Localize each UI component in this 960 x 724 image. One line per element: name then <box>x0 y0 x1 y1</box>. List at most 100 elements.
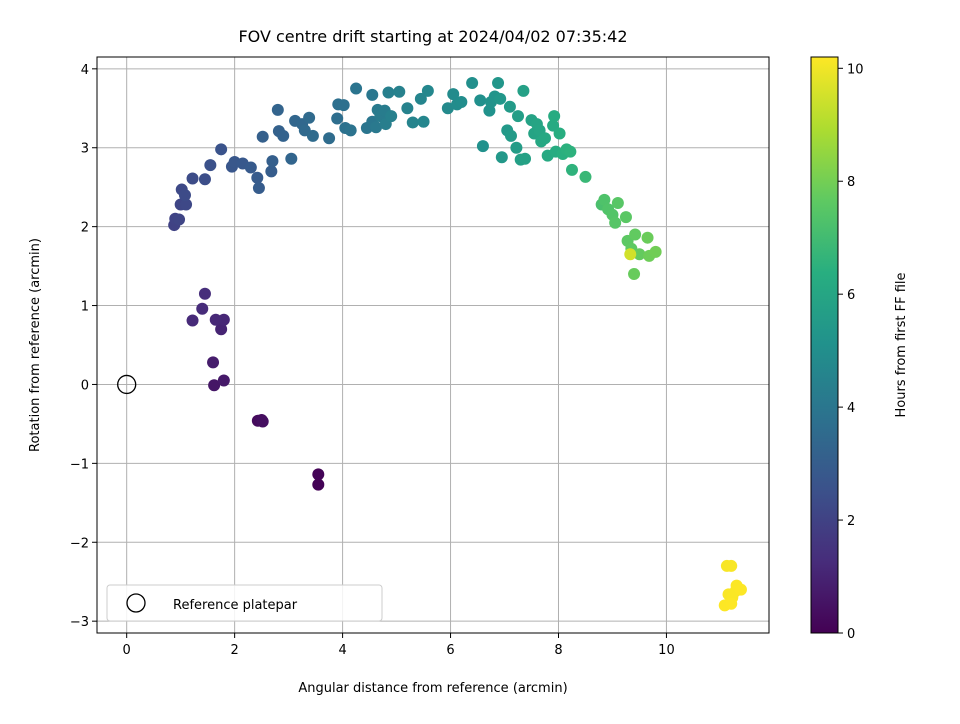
x-tick-label: 8 <box>554 643 562 658</box>
data-point <box>215 323 228 336</box>
data-point <box>312 478 325 491</box>
data-point <box>198 173 211 186</box>
data-point <box>306 129 319 142</box>
colorbar-gradient <box>810 56 839 634</box>
data-point <box>734 583 747 596</box>
y-tick-label: 1 <box>81 300 89 315</box>
legend-entry-label: Reference platepar <box>173 598 298 613</box>
x-tick-label: 6 <box>446 643 454 658</box>
data-point <box>441 102 454 115</box>
data-point <box>547 119 560 132</box>
data-point <box>256 415 269 428</box>
data-point <box>579 170 592 183</box>
data-point <box>510 141 523 154</box>
data-point <box>504 129 517 142</box>
data-point <box>393 85 406 98</box>
data-point <box>265 165 278 178</box>
data-point <box>725 559 738 572</box>
data-point <box>209 313 222 326</box>
data-point <box>406 116 419 129</box>
data-point <box>173 213 186 226</box>
data-point <box>196 302 209 315</box>
x-tick-label: 2 <box>230 643 238 658</box>
colorbar-label: Hours from first FF file <box>894 272 909 417</box>
data-point <box>303 111 316 124</box>
y-tick-label: 0 <box>81 378 89 393</box>
data-point <box>337 99 350 112</box>
data-point <box>539 132 551 145</box>
plot-frame <box>96 56 770 634</box>
data-point <box>553 127 566 140</box>
data-point <box>512 110 525 123</box>
y-tick-label: 4 <box>81 63 89 78</box>
data-point <box>366 88 379 101</box>
data-point <box>208 379 221 392</box>
scatter-points <box>117 77 747 612</box>
data-point <box>331 112 344 125</box>
data-point <box>598 193 611 206</box>
data-point <box>271 103 284 116</box>
data-point <box>204 159 217 172</box>
y-tick-label: 3 <box>81 142 89 157</box>
data-point <box>178 189 191 202</box>
y-tick-label: −2 <box>70 536 89 551</box>
data-point <box>198 287 211 300</box>
data-point <box>519 152 532 165</box>
colorbar-tick-label: 10 <box>847 62 864 77</box>
data-point <box>492 77 505 90</box>
x-axis-label: Angular distance from reference (arcmin) <box>298 681 567 696</box>
data-point <box>186 314 199 327</box>
x-tick-label: 10 <box>658 643 675 658</box>
data-point <box>382 86 395 99</box>
data-point <box>466 77 479 90</box>
reference-point-marker <box>117 374 137 395</box>
data-point <box>641 231 654 244</box>
colorbar-tick-label: 4 <box>847 401 855 416</box>
data-point <box>217 374 230 387</box>
x-tick-label: 4 <box>338 643 346 658</box>
legend-box <box>106 584 383 622</box>
data-point <box>277 129 290 142</box>
y-tick-label: −1 <box>70 457 89 472</box>
data-point <box>494 92 507 105</box>
data-point <box>252 181 265 194</box>
data-point <box>323 132 336 145</box>
colorbar-tick-label: 0 <box>847 627 855 642</box>
y-axis-label: Rotation from reference (arcmin) <box>28 238 43 452</box>
data-point <box>495 151 508 164</box>
data-point <box>564 145 577 158</box>
data-point <box>517 84 530 97</box>
data-point <box>414 92 427 105</box>
data-point <box>725 597 738 610</box>
grid-lines <box>97 57 769 633</box>
data-point <box>244 161 257 174</box>
axis-ticks: 0 2 4 6 8 10 −3 −2 −1 0 1 2 3 4 <box>70 63 675 658</box>
data-point <box>633 248 646 261</box>
data-point <box>417 115 430 128</box>
data-point <box>476 140 489 153</box>
data-point <box>207 356 220 369</box>
colorbar: 0 2 4 6 8 10 Hours from first FF file <box>810 56 909 642</box>
data-point <box>619 211 632 224</box>
data-point <box>285 152 298 165</box>
data-point <box>266 155 279 168</box>
data-point <box>649 245 662 258</box>
data-point <box>401 102 414 115</box>
data-point <box>186 172 199 185</box>
data-point <box>548 110 561 123</box>
data-point <box>312 468 325 481</box>
y-tick-label: 2 <box>81 221 89 236</box>
data-point <box>629 228 642 241</box>
data-point <box>609 216 622 229</box>
data-point <box>611 196 624 209</box>
legend-marker-icon <box>126 593 146 613</box>
data-point <box>624 248 637 261</box>
data-point <box>421 84 434 97</box>
data-point <box>350 82 363 95</box>
chart-title: FOV centre drift starting at 2024/04/02 … <box>238 27 627 46</box>
colorbar-tick-label: 6 <box>847 288 855 303</box>
data-point <box>370 121 383 134</box>
colorbar-tick-label: 8 <box>847 175 855 190</box>
